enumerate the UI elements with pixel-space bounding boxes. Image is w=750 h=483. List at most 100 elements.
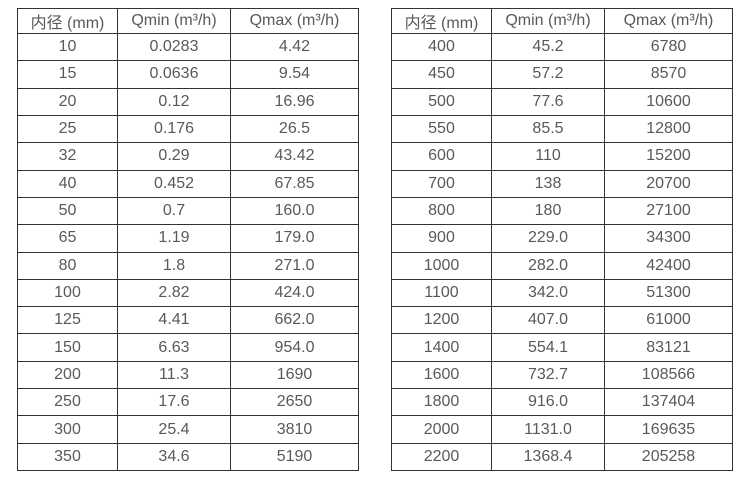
cell-diameter: 65 [17,224,118,253]
cell-qmax: 9.54 [230,60,359,89]
table-row: 150 6.63 954.0 [17,333,359,362]
table-row: 900 229.0 34300 [391,224,733,253]
cell-qmax: 6780 [604,32,733,62]
table-header-row: 内径 (mm) Qmin (m³/h) Qmax (m³/h) [17,8,359,34]
cell-qmin: 407.0 [491,306,605,335]
cell-diameter: 700 [391,169,492,198]
cell-qmax: 43.42 [230,142,359,171]
cell-qmin: 282.0 [491,251,605,280]
cell-diameter: 15 [17,60,118,89]
header-diameter: 内径 (mm) [391,8,492,34]
header-qmax: Qmax (m³/h) [604,8,733,34]
cell-diameter: 800 [391,196,492,226]
cell-qmin: 0.452 [117,169,231,198]
cell-qmax: 83121 [604,333,733,362]
cell-diameter: 1800 [391,388,492,417]
cell-diameter: 400 [391,32,492,62]
cell-qmax: 160.0 [230,196,359,226]
cell-qmax: 179.0 [230,224,359,253]
cell-qmax: 424.0 [230,278,359,308]
cell-qmax: 61000 [604,306,733,335]
cell-qmax: 271.0 [230,251,359,280]
table-row: 32 0.29 43.42 [17,142,359,171]
cell-qmin: 85.5 [491,114,605,144]
cell-diameter: 25 [17,114,118,144]
table-row: 200 11.3 1690 [17,360,359,390]
cell-diameter: 32 [17,142,118,171]
cell-qmin: 342.0 [491,278,605,308]
cell-qmax: 15200 [604,142,733,171]
table-row: 550 85.5 12800 [391,114,733,144]
cell-qmax: 10600 [604,87,733,116]
flow-spec-table-small-diameters: 内径 (mm) Qmin (m³/h) Qmax (m³/h) 10 0.0283… [17,8,359,472]
table-row: 1600 732.7 108566 [391,360,733,390]
cell-qmax: 2650 [230,388,359,417]
cell-diameter: 50 [17,196,118,226]
table-row: 400 45.2 6780 [391,32,733,62]
cell-diameter: 600 [391,142,492,171]
cell-qmax: 34300 [604,224,733,253]
table-row: 700 138 20700 [391,169,733,198]
table-row: 125 4.41 662.0 [17,306,359,335]
cell-qmax: 27100 [604,196,733,226]
table-row: 2200 1368.4 205258 [391,442,733,472]
cell-qmin: 1.8 [117,251,231,280]
cell-qmin: 1.19 [117,224,231,253]
cell-qmax: 137404 [604,388,733,417]
cell-qmax: 1690 [230,360,359,390]
cell-diameter: 1600 [391,360,492,390]
cell-qmin: 110 [491,142,605,171]
cell-diameter: 350 [17,442,118,472]
cell-diameter: 1200 [391,306,492,335]
cell-qmin: 1131.0 [491,415,605,444]
cell-qmax: 205258 [604,442,733,472]
cell-qmin: 25.4 [117,415,231,444]
table-row: 250 17.6 2650 [17,388,359,417]
cell-qmin: 180 [491,196,605,226]
cell-qmax: 67.85 [230,169,359,198]
header-qmin: Qmin (m³/h) [117,8,231,34]
table-row: 10 0.0283 4.42 [17,32,359,62]
table-row: 1100 342.0 51300 [391,278,733,308]
cell-qmin: 0.0636 [117,60,231,89]
cell-diameter: 1400 [391,333,492,362]
cell-qmax: 26.5 [230,114,359,144]
cell-diameter: 1000 [391,251,492,280]
table-row: 40 0.452 67.85 [17,169,359,198]
table-header-row: 内径 (mm) Qmin (m³/h) Qmax (m³/h) [391,8,733,34]
table-row: 50 0.7 160.0 [17,196,359,226]
cell-qmin: 77.6 [491,87,605,116]
table-row: 1000 282.0 42400 [391,251,733,280]
cell-diameter: 125 [17,306,118,335]
cell-diameter: 1100 [391,278,492,308]
table-row: 65 1.19 179.0 [17,224,359,253]
table-row: 2000 1131.0 169635 [391,415,733,444]
cell-qmin: 0.7 [117,196,231,226]
cell-diameter: 900 [391,224,492,253]
cell-diameter: 250 [17,388,118,417]
table-row: 1400 554.1 83121 [391,333,733,362]
cell-qmax: 42400 [604,251,733,280]
cell-diameter: 100 [17,278,118,308]
cell-qmax: 8570 [604,60,733,89]
table-row: 15 0.0636 9.54 [17,60,359,89]
cell-diameter: 10 [17,32,118,62]
cell-qmax: 954.0 [230,333,359,362]
cell-diameter: 150 [17,333,118,362]
cell-qmax: 662.0 [230,306,359,335]
table-row: 25 0.176 26.5 [17,114,359,144]
cell-qmin: 0.12 [117,87,231,116]
cell-qmin: 2.82 [117,278,231,308]
cell-qmin: 229.0 [491,224,605,253]
table-row: 1800 916.0 137404 [391,388,733,417]
table-row: 80 1.8 271.0 [17,251,359,280]
cell-diameter: 550 [391,114,492,144]
cell-qmin: 0.176 [117,114,231,144]
cell-diameter: 80 [17,251,118,280]
cell-qmin: 11.3 [117,360,231,390]
table-row: 450 57.2 8570 [391,60,733,89]
header-qmax: Qmax (m³/h) [230,8,359,34]
cell-diameter: 300 [17,415,118,444]
cell-qmin: 732.7 [491,360,605,390]
